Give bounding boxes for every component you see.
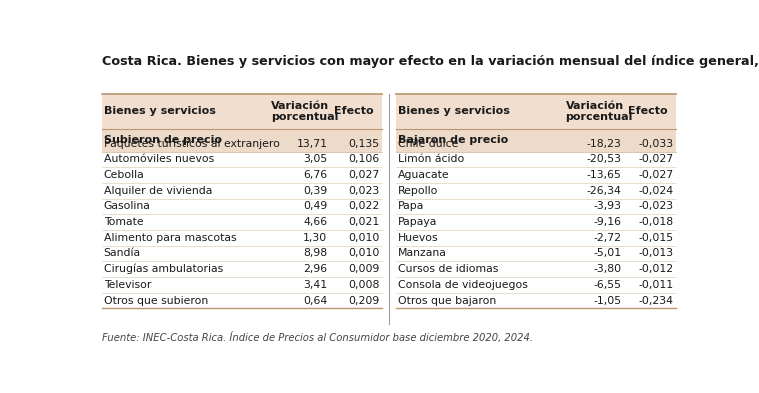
Text: Efecto: Efecto bbox=[334, 107, 374, 116]
Text: 0,010: 0,010 bbox=[348, 233, 380, 243]
Text: Variación
porcentual: Variación porcentual bbox=[271, 101, 339, 122]
Text: -0,234: -0,234 bbox=[639, 296, 674, 305]
Text: Huevos: Huevos bbox=[398, 233, 439, 243]
Text: 0,022: 0,022 bbox=[348, 202, 380, 211]
Text: 2,96: 2,96 bbox=[303, 264, 327, 274]
Text: -3,80: -3,80 bbox=[594, 264, 622, 274]
Text: 0,027: 0,027 bbox=[348, 170, 380, 180]
Text: 0,021: 0,021 bbox=[348, 217, 380, 227]
Text: -0,013: -0,013 bbox=[638, 248, 674, 259]
Text: 0,209: 0,209 bbox=[348, 296, 380, 305]
Text: -3,93: -3,93 bbox=[594, 202, 622, 211]
Text: Cebolla: Cebolla bbox=[104, 170, 144, 180]
Text: -5,01: -5,01 bbox=[594, 248, 622, 259]
Text: 0,39: 0,39 bbox=[303, 186, 327, 196]
Text: 0,106: 0,106 bbox=[348, 154, 380, 164]
Text: 3,05: 3,05 bbox=[303, 154, 327, 164]
FancyBboxPatch shape bbox=[102, 94, 382, 129]
Text: Cursos de idiomas: Cursos de idiomas bbox=[398, 264, 498, 274]
Text: -13,65: -13,65 bbox=[587, 170, 622, 180]
Text: Costa Rica. Bienes y servicios con mayor efecto en la variación mensual del índi: Costa Rica. Bienes y servicios con mayor… bbox=[102, 55, 759, 68]
Text: -26,34: -26,34 bbox=[587, 186, 622, 196]
Text: Tomate: Tomate bbox=[104, 217, 143, 227]
Text: Cirugías ambulatorias: Cirugías ambulatorias bbox=[104, 264, 223, 274]
Text: 8,98: 8,98 bbox=[303, 248, 327, 259]
Text: 0,008: 0,008 bbox=[348, 280, 380, 290]
Text: -0,023: -0,023 bbox=[638, 202, 674, 211]
FancyBboxPatch shape bbox=[396, 94, 676, 129]
Text: Paquetes turísticos al extranjero: Paquetes turísticos al extranjero bbox=[104, 138, 279, 149]
Text: Subieron de precio: Subieron de precio bbox=[104, 135, 222, 145]
Text: 0,49: 0,49 bbox=[303, 202, 327, 211]
Text: -6,55: -6,55 bbox=[594, 280, 622, 290]
Text: -0,011: -0,011 bbox=[638, 280, 674, 290]
Text: 0,009: 0,009 bbox=[348, 264, 380, 274]
Text: Chile dulce: Chile dulce bbox=[398, 139, 458, 149]
Text: Repollo: Repollo bbox=[398, 186, 438, 196]
Text: 3,41: 3,41 bbox=[303, 280, 327, 290]
Text: Papaya: Papaya bbox=[398, 217, 437, 227]
Text: -0,027: -0,027 bbox=[638, 170, 674, 180]
Text: 0,023: 0,023 bbox=[348, 186, 380, 196]
Text: 0,010: 0,010 bbox=[348, 248, 380, 259]
Text: Alimento para mascotas: Alimento para mascotas bbox=[104, 233, 236, 243]
Text: Otros que subieron: Otros que subieron bbox=[104, 296, 208, 305]
Text: -9,16: -9,16 bbox=[594, 217, 622, 227]
Text: 0,135: 0,135 bbox=[348, 139, 380, 149]
Text: Manzana: Manzana bbox=[398, 248, 446, 259]
Text: 4,66: 4,66 bbox=[303, 217, 327, 227]
Text: -0,024: -0,024 bbox=[638, 186, 674, 196]
FancyBboxPatch shape bbox=[102, 129, 382, 152]
Text: 1,30: 1,30 bbox=[303, 233, 327, 243]
Text: Otros que bajaron: Otros que bajaron bbox=[398, 296, 496, 305]
Text: Aguacate: Aguacate bbox=[398, 170, 449, 180]
Text: -0,027: -0,027 bbox=[638, 154, 674, 164]
Text: -0,018: -0,018 bbox=[638, 217, 674, 227]
Text: Alquiler de vivienda: Alquiler de vivienda bbox=[104, 186, 212, 196]
Text: -18,23: -18,23 bbox=[587, 139, 622, 149]
Text: Bienes y servicios: Bienes y servicios bbox=[104, 107, 216, 116]
Text: Bienes y servicios: Bienes y servicios bbox=[398, 107, 509, 116]
FancyBboxPatch shape bbox=[396, 129, 676, 152]
Text: Gasolina: Gasolina bbox=[104, 202, 150, 211]
Text: Consola de videojuegos: Consola de videojuegos bbox=[398, 280, 528, 290]
Text: Sandía: Sandía bbox=[104, 248, 140, 259]
Text: -2,72: -2,72 bbox=[594, 233, 622, 243]
Text: Fuente: INEC-Costa Rica. Índice de Precios al Consumidor base diciembre 2020, 20: Fuente: INEC-Costa Rica. Índice de Preci… bbox=[102, 332, 533, 343]
Text: -0,015: -0,015 bbox=[638, 233, 674, 243]
Text: 0,64: 0,64 bbox=[303, 296, 327, 305]
Text: Bajaron de precio: Bajaron de precio bbox=[398, 135, 508, 145]
Text: Variación
porcentual: Variación porcentual bbox=[565, 101, 633, 122]
Text: Papa: Papa bbox=[398, 202, 424, 211]
Text: -0,033: -0,033 bbox=[638, 139, 674, 149]
Text: -20,53: -20,53 bbox=[587, 154, 622, 164]
Text: Televisor: Televisor bbox=[104, 280, 151, 290]
Text: 13,71: 13,71 bbox=[296, 139, 327, 149]
Text: 6,76: 6,76 bbox=[303, 170, 327, 180]
Text: Limón ácido: Limón ácido bbox=[398, 154, 464, 164]
Text: Efecto: Efecto bbox=[628, 107, 668, 116]
Text: -1,05: -1,05 bbox=[594, 296, 622, 305]
Text: Automóviles nuevos: Automóviles nuevos bbox=[104, 154, 214, 164]
Text: -0,012: -0,012 bbox=[638, 264, 674, 274]
